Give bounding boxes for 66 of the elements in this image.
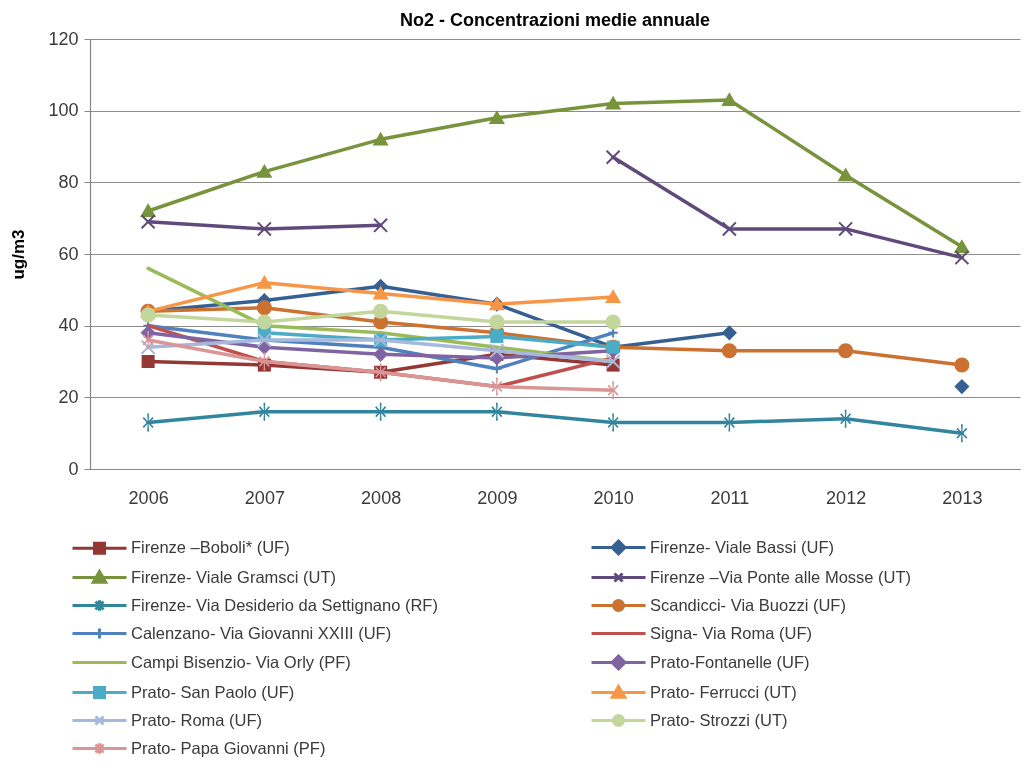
legend-label: Firenze- Viale Bassi (UF) [650,537,834,556]
x-tick-label: 2006 [128,487,169,508]
y-axis-title: ug/m3 [9,229,29,280]
legend-label: Firenze- Via Desiderio da Settignano (RF) [131,595,438,614]
point [721,221,737,237]
x-tick-label: 2011 [710,487,750,508]
x-tick-label: 2012 [826,487,867,508]
point [605,149,621,165]
x-tick-label: 2008 [361,487,402,508]
point [140,307,156,323]
y-tick-label: 20 [58,386,79,407]
legend-label: Campi Bisenzio- Via Orly (PF) [131,652,351,671]
point [954,379,970,395]
point [490,329,504,343]
point [372,131,389,146]
point [489,314,505,330]
point [721,325,737,341]
y-tick-label: 0 [68,458,79,479]
point [605,289,622,304]
y-tick-label: 40 [58,315,79,336]
legend-label: Signa- Via Roma (UF) [650,623,812,642]
point [256,163,273,178]
point [256,274,273,289]
point [140,214,156,230]
x-tick-label: 2009 [477,487,518,508]
point [954,250,970,266]
point [953,239,970,253]
point [605,353,621,370]
legend-label: Prato- San Paolo (UF) [131,682,295,701]
point [838,343,854,359]
y-tick-label: 100 [48,100,79,121]
point [721,92,738,107]
point [721,343,737,359]
point [488,110,505,124]
y-tick-label: 120 [48,28,79,49]
point [837,167,854,182]
legend-label: Firenze –Boboli* (UF) [131,538,290,557]
legend-label: Prato- Roma (UF) [131,710,263,729]
point [141,354,155,369]
chart-title: No2 - Concentrazioni medie annuale [399,10,711,30]
point [256,221,272,237]
point [140,203,157,218]
y-tick-label: 80 [58,171,79,192]
point [373,303,389,319]
point [954,357,970,373]
point [256,314,272,330]
legend-label: Calenzano- Via Giovanni XXIII (UF) [131,623,392,642]
point [605,95,622,110]
point [373,346,389,362]
point [605,314,621,330]
legend-label: Prato-Fontanelle (UF) [650,652,810,671]
legend-label: Firenze- Viale Gramsci (UT) [131,567,337,586]
point [256,300,272,316]
point [140,339,156,355]
legend-label: Prato- Ferrucci (UT) [650,682,797,701]
point [373,217,389,233]
x-tick-label: 2007 [244,487,285,508]
x-tick-label: 2010 [593,487,634,508]
legend-label: Prato- Strozzi (UT) [650,710,788,729]
y-tick-label: 60 [58,243,79,264]
legend-label: Scandicci- Via Buozzi (UF) [650,595,846,614]
point [838,221,854,237]
x-tick-label: 2013 [942,487,983,508]
legend-label: Firenze –Via Ponte alle Mosse (UT) [650,567,912,586]
legend-label: Prato- Papa Giovanni (PF) [131,738,326,757]
point [372,285,389,300]
